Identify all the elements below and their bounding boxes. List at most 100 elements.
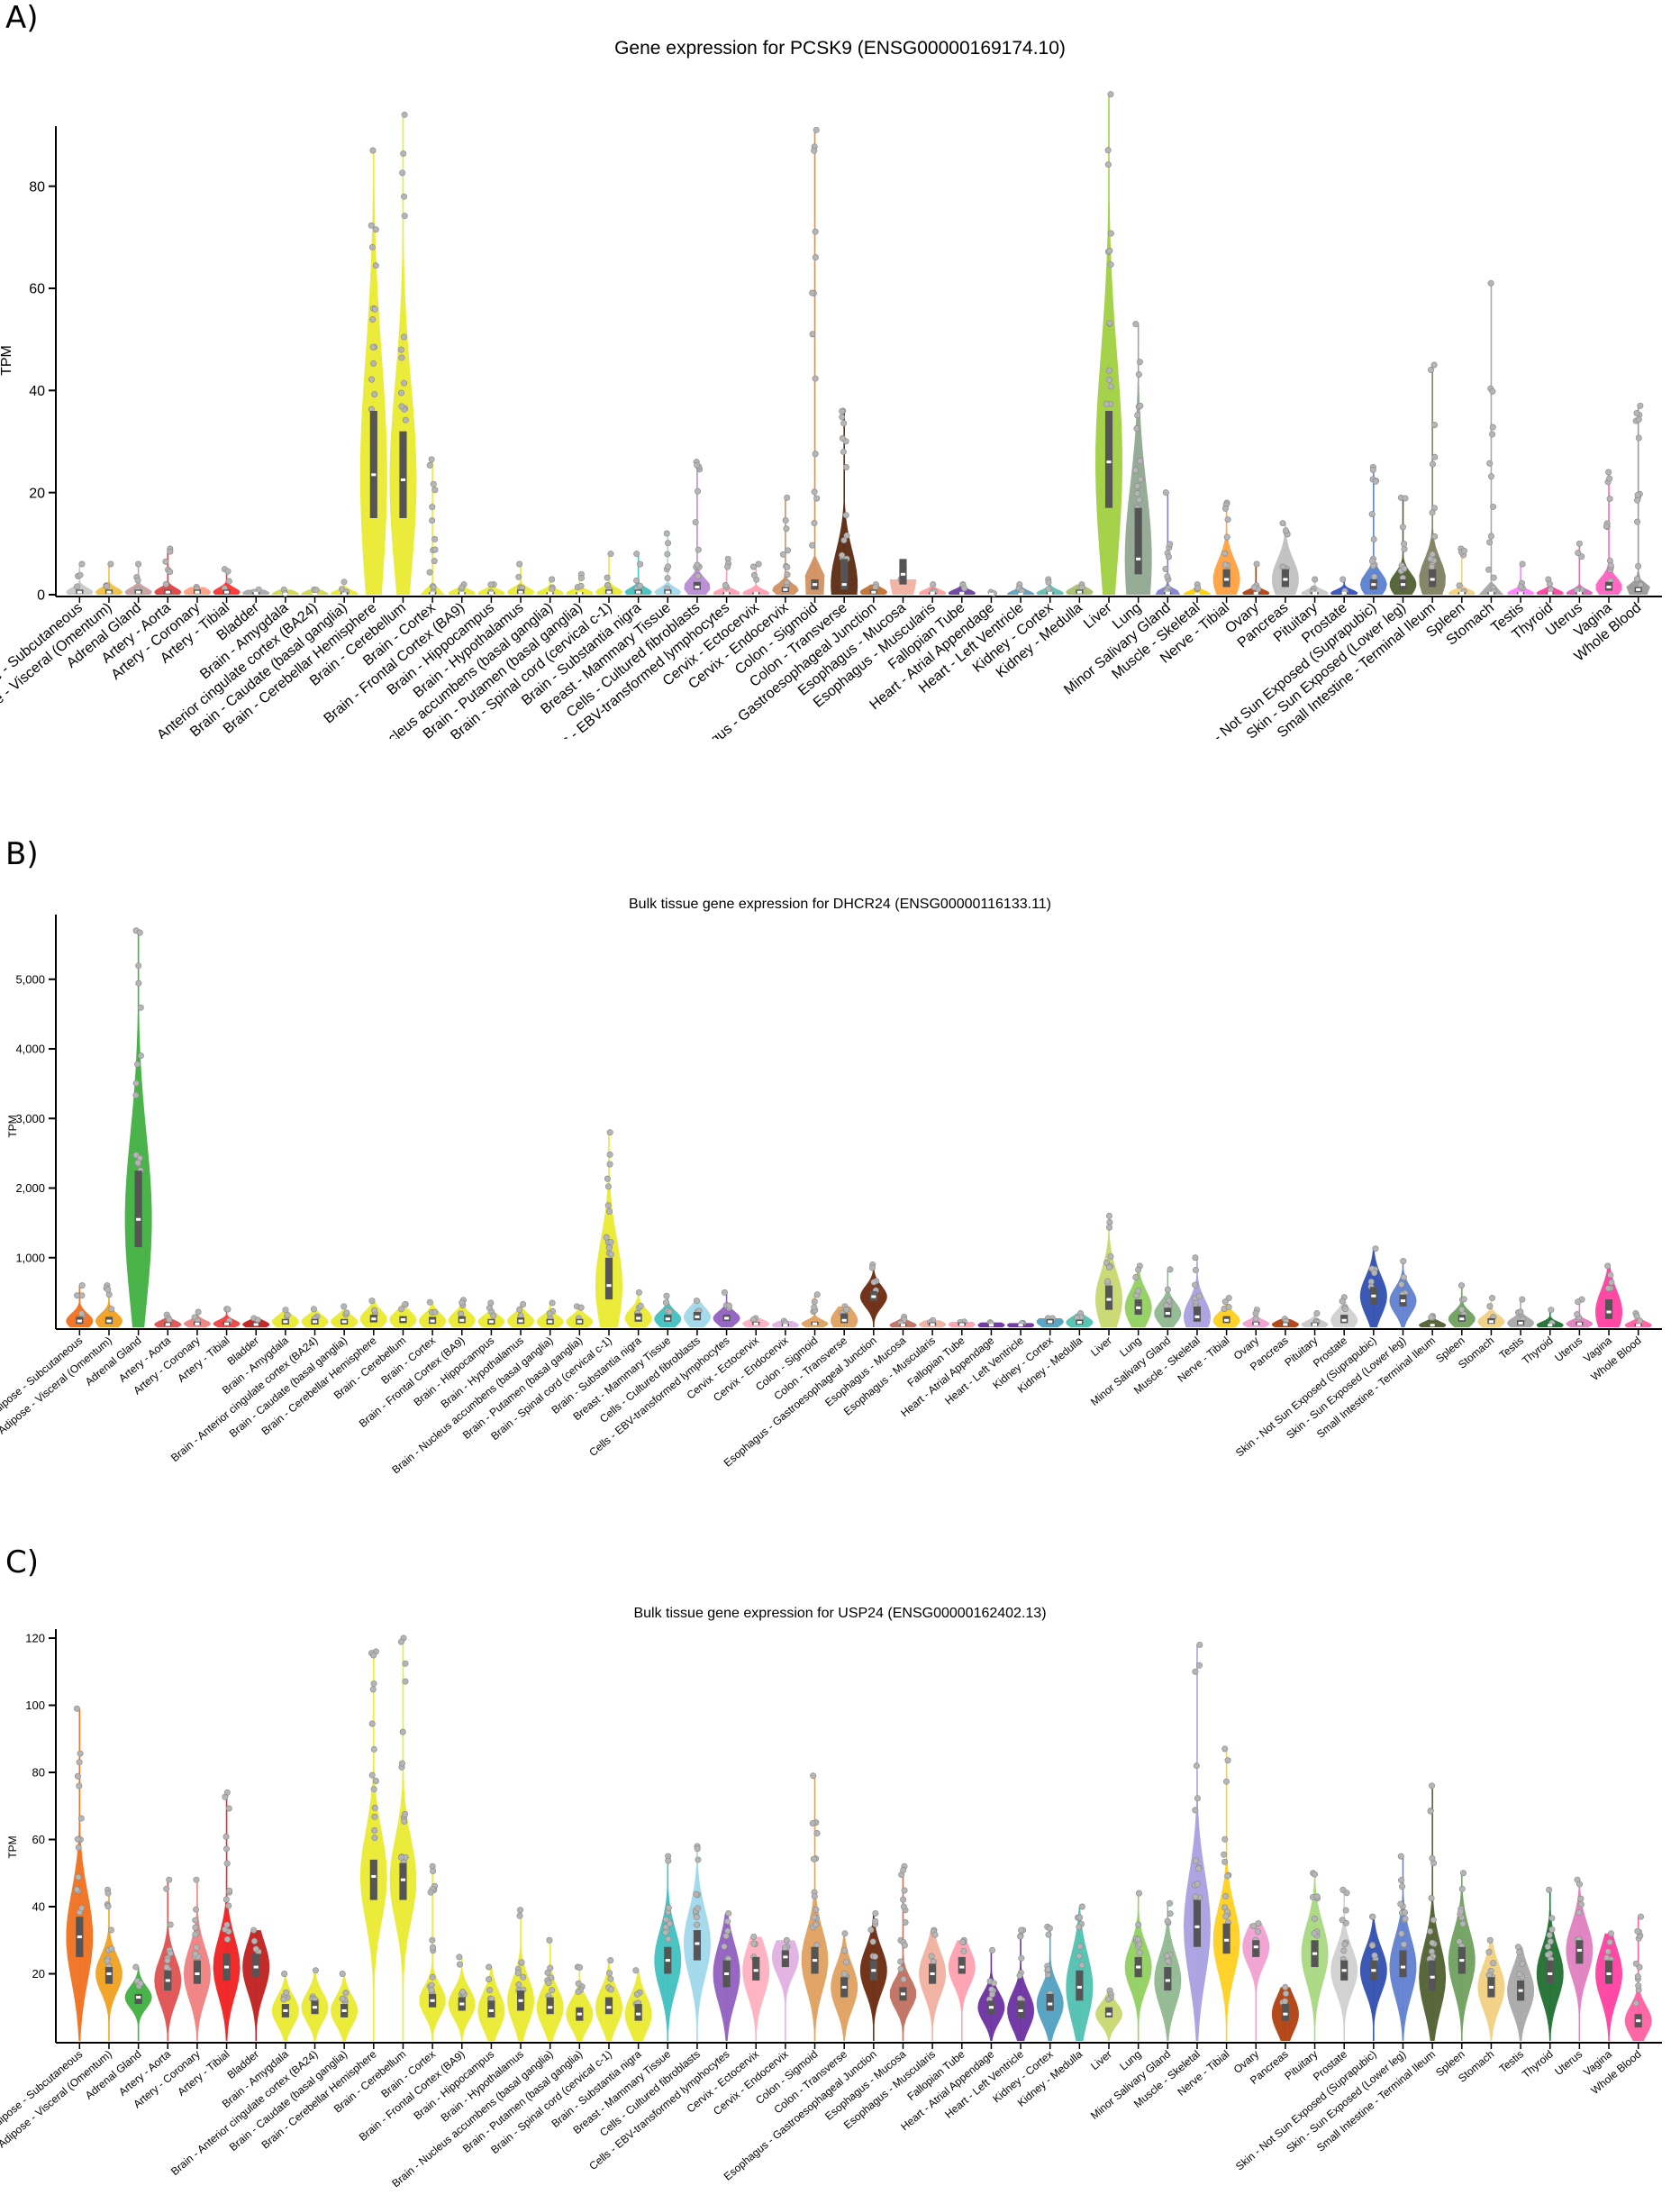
outlier-point bbox=[724, 563, 731, 570]
median-marker bbox=[400, 478, 406, 481]
median-marker bbox=[136, 590, 141, 594]
y-tick-label: 3,000 bbox=[15, 1112, 45, 1125]
outlier-point bbox=[1167, 1910, 1174, 1917]
median-marker bbox=[312, 1320, 318, 1324]
median-marker bbox=[165, 590, 170, 594]
outlier-point bbox=[520, 1301, 527, 1308]
outlier-point bbox=[842, 463, 849, 470]
outlier-point bbox=[637, 1302, 644, 1309]
outlier-point bbox=[960, 1947, 967, 1954]
outlier-point bbox=[1132, 1273, 1140, 1280]
outlier-point bbox=[811, 488, 818, 496]
outlier-point bbox=[283, 1989, 290, 1996]
violin-body bbox=[1212, 1298, 1240, 1327]
median-marker bbox=[695, 586, 700, 588]
median-marker bbox=[548, 1320, 553, 1324]
outlier-point bbox=[1136, 1949, 1143, 1956]
median-marker bbox=[1371, 1294, 1376, 1298]
outlier-point bbox=[662, 1299, 669, 1307]
iqr-box bbox=[193, 1960, 201, 1984]
median-marker bbox=[223, 1965, 230, 1969]
outlier-point bbox=[1608, 1930, 1615, 1937]
outlier-point bbox=[1166, 1297, 1173, 1304]
outlier-point bbox=[77, 571, 84, 578]
median-marker bbox=[1283, 578, 1288, 581]
outlier-point bbox=[516, 560, 523, 568]
outlier-point bbox=[1312, 576, 1319, 583]
outlier-point bbox=[1429, 551, 1436, 558]
outlier-point bbox=[811, 1304, 818, 1311]
outlier-point bbox=[372, 262, 379, 269]
outlier-point bbox=[1486, 539, 1494, 546]
outlier-point bbox=[1634, 1973, 1641, 1981]
violin-body bbox=[420, 459, 445, 595]
iqr-box bbox=[546, 1997, 554, 2015]
median-marker bbox=[695, 1942, 700, 1945]
median-marker bbox=[1106, 1298, 1112, 1301]
median-marker bbox=[1606, 1972, 1612, 1975]
outlier-point bbox=[1137, 458, 1144, 465]
outlier-point bbox=[1637, 402, 1644, 409]
outlier-point bbox=[75, 1873, 82, 1881]
outlier-point bbox=[605, 1244, 613, 1252]
outlier-point bbox=[1221, 550, 1229, 557]
outlier-point bbox=[343, 1309, 350, 1316]
outlier-point bbox=[1634, 496, 1641, 504]
outlier-point bbox=[692, 519, 699, 526]
outlier-point bbox=[431, 546, 439, 553]
outlier-point bbox=[1369, 467, 1376, 474]
violin-body bbox=[213, 1308, 241, 1327]
outlier-point bbox=[1339, 1298, 1346, 1305]
median-marker bbox=[1430, 1975, 1435, 1979]
outlier-point bbox=[839, 551, 846, 559]
outlier-point bbox=[1431, 422, 1439, 429]
outlier-point bbox=[515, 1981, 522, 1989]
outlier-point bbox=[1106, 247, 1113, 254]
outlier-point bbox=[1193, 1762, 1200, 1770]
outlier-point bbox=[664, 575, 671, 582]
outlier-point bbox=[606, 1129, 613, 1136]
median-marker bbox=[1548, 591, 1553, 595]
outlier-point bbox=[339, 586, 346, 593]
outlier-point bbox=[371, 1813, 378, 1820]
median-marker bbox=[1371, 1969, 1376, 1972]
outlier-point bbox=[694, 487, 701, 495]
median-marker bbox=[783, 587, 788, 591]
outlier-point bbox=[813, 1830, 821, 1837]
median-marker bbox=[577, 1320, 582, 1324]
outlier-point bbox=[1164, 1953, 1171, 1960]
outlier-point bbox=[1400, 1941, 1407, 1948]
median-marker bbox=[636, 2012, 641, 2016]
violin-body bbox=[804, 130, 825, 596]
outlier-point bbox=[167, 1921, 174, 1928]
outlier-point bbox=[810, 1772, 817, 1780]
outlier-point bbox=[577, 582, 585, 589]
violin-body bbox=[1183, 1644, 1211, 2041]
iqr-box bbox=[752, 1956, 760, 1981]
median-marker bbox=[665, 590, 670, 594]
outlier-point bbox=[694, 461, 701, 469]
outlier-point bbox=[341, 1303, 348, 1310]
outlier-point bbox=[1546, 580, 1553, 587]
outlier-point bbox=[428, 1987, 435, 1994]
outlier-point bbox=[1221, 1851, 1228, 1858]
median-marker bbox=[136, 1996, 141, 1999]
outlier-point bbox=[1105, 1212, 1112, 1219]
outlier-point bbox=[1076, 1914, 1084, 1921]
iqr-box bbox=[369, 1859, 377, 1900]
median-marker bbox=[518, 1999, 523, 2002]
outlier-point bbox=[931, 1931, 939, 1938]
outlier-point bbox=[1195, 1293, 1203, 1300]
outlier-point bbox=[1134, 1935, 1141, 1943]
outlier-point bbox=[902, 1919, 909, 1926]
violin-body bbox=[359, 150, 387, 595]
outlier-point bbox=[517, 1907, 524, 1914]
outlier-point bbox=[192, 1917, 199, 1924]
outlier-point bbox=[250, 1937, 258, 1944]
outlier-point bbox=[1105, 1224, 1112, 1231]
median-marker bbox=[753, 591, 758, 595]
median-marker bbox=[548, 591, 553, 595]
